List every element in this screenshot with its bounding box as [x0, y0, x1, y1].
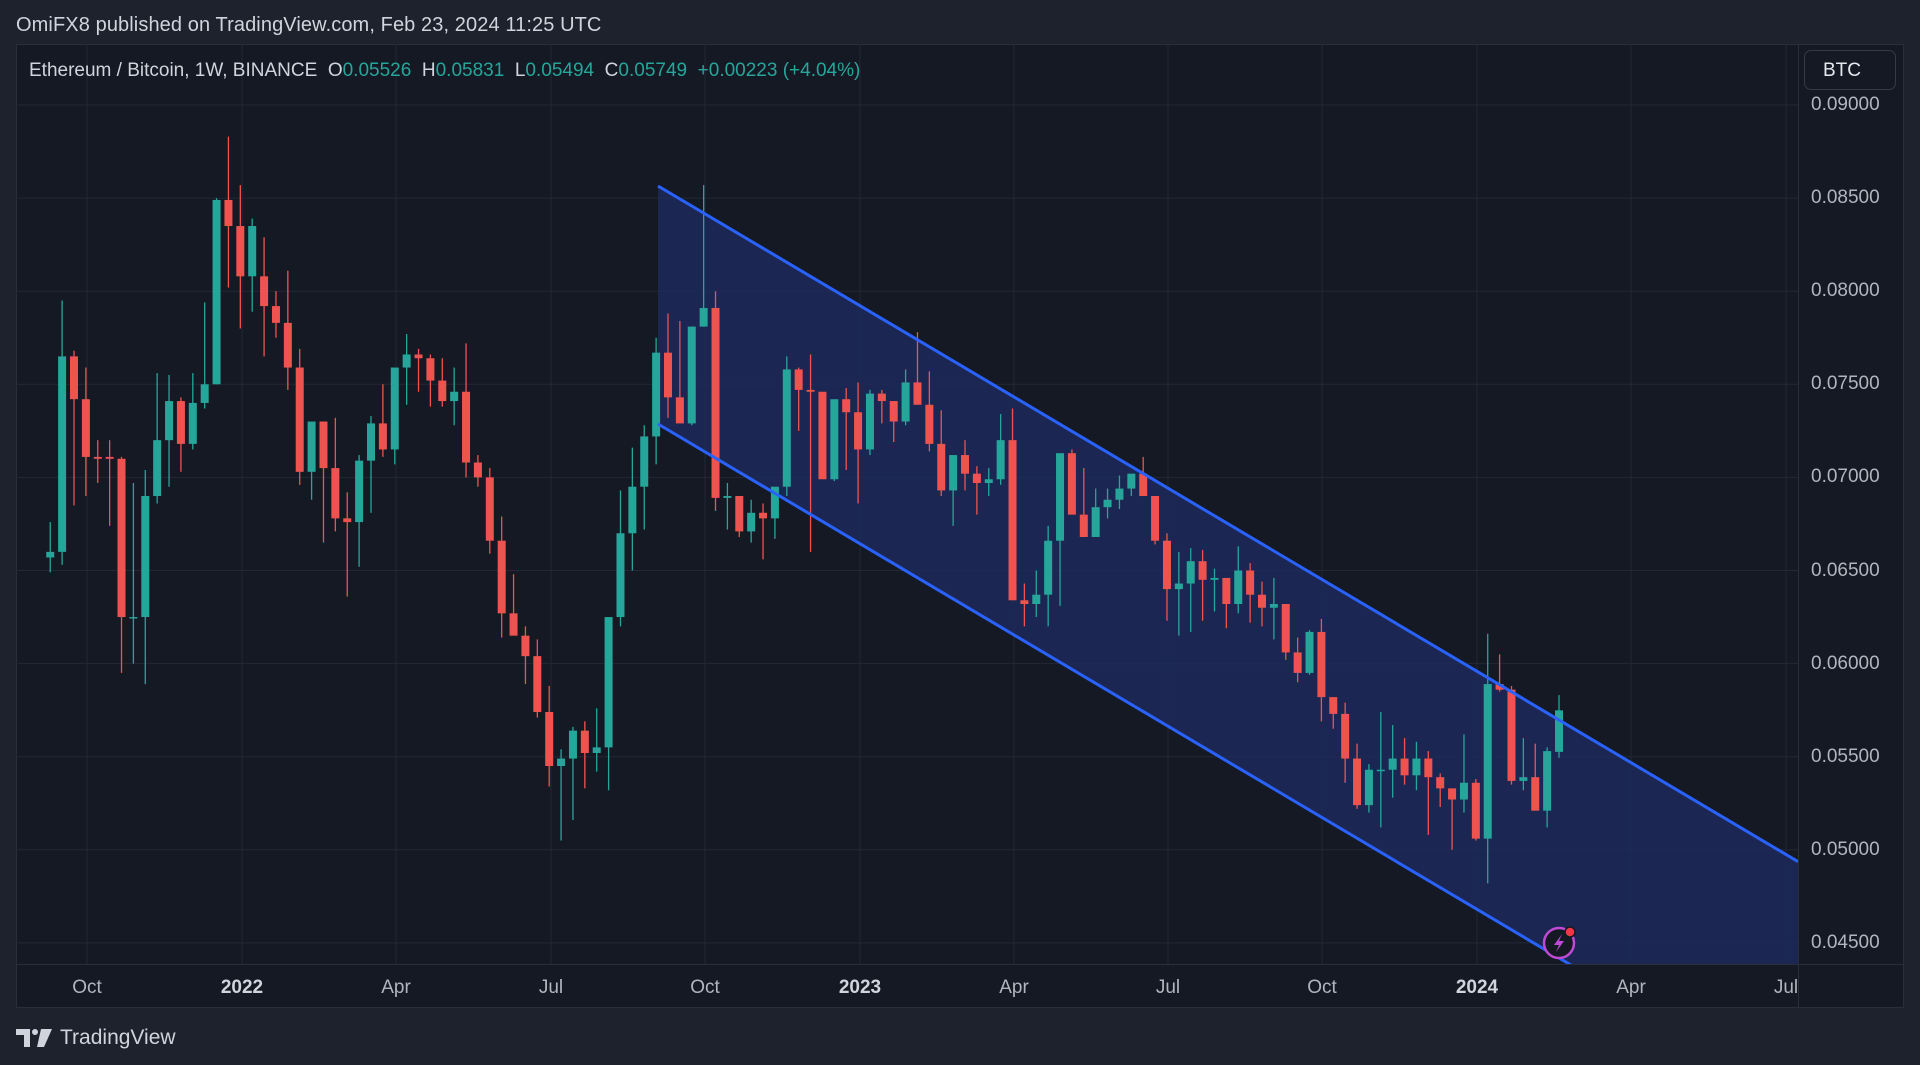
price-label: 0.06000 — [1811, 652, 1880, 674]
symbol-legend: Ethereum / Bitcoin, 1W, BINANCE O0.05526… — [29, 60, 860, 82]
price-label: 0.09000 — [1811, 94, 1880, 115]
open-label: O — [327, 60, 343, 81]
time-axis[interactable]: Oct 2022 Apr Jul Oct 2023 Apr Jul Oct 2024 Apr Jul — [16, 964, 1798, 1008]
price-label: 0.08000 — [1811, 280, 1880, 302]
price-label: 0.08500 — [1811, 187, 1880, 209]
time-label: Apr — [381, 977, 411, 998]
time-label: Apr — [999, 977, 1029, 998]
tradingview-logo[interactable]: TradingView — [16, 1026, 176, 1050]
candlestick-chart[interactable] — [16, 44, 1798, 964]
price-label: 0.07000 — [1811, 466, 1880, 488]
time-label: Oct — [690, 977, 720, 998]
time-label: Oct — [1307, 977, 1337, 998]
time-label: Oct — [72, 977, 102, 998]
price-label: 0.06500 — [1811, 559, 1880, 581]
price-label: 0.05500 — [1811, 745, 1880, 767]
currency-button[interactable]: BTC — [1804, 50, 1896, 90]
price-axis[interactable]: 0.09000 0.08500 0.08000 0.07500 0.07000 0.065… — [1798, 44, 1904, 964]
tradingview-logo-icon — [16, 1029, 52, 1047]
close-value: 0.05749 — [618, 60, 688, 81]
time-label: Jul — [538, 977, 564, 998]
open-value: 0.05526 — [342, 60, 412, 81]
axis-corner — [1798, 964, 1904, 1008]
low-value: 0.05494 — [525, 60, 595, 81]
high-label: H — [421, 60, 436, 81]
time-label: 2024 — [1455, 977, 1499, 998]
time-label: Apr — [1616, 977, 1646, 998]
low-label: L — [514, 60, 526, 81]
alert-lightning-icon[interactable] — [1542, 926, 1576, 960]
price-label: 0.04500 — [1811, 931, 1880, 953]
chart-plot-area[interactable] — [16, 44, 1798, 964]
price-label: 0.07500 — [1811, 373, 1880, 395]
symbol-title: Ethereum / Bitcoin, 1W, BINANCE — [29, 60, 318, 81]
time-label: Jul — [1155, 977, 1181, 998]
brand-name: TradingView — [60, 1026, 176, 1049]
time-label: 2023 — [838, 977, 882, 998]
high-value: 0.05831 — [435, 60, 505, 81]
change-value: +0.00223 (+4.04%) — [697, 60, 861, 81]
publish-info: OmiFX8 published on TradingView.com, Feb… — [16, 14, 602, 36]
time-label: Jul — [1773, 977, 1799, 998]
close-label: C — [604, 60, 619, 81]
time-label: 2022 — [220, 977, 264, 998]
price-label: 0.05000 — [1811, 838, 1880, 860]
